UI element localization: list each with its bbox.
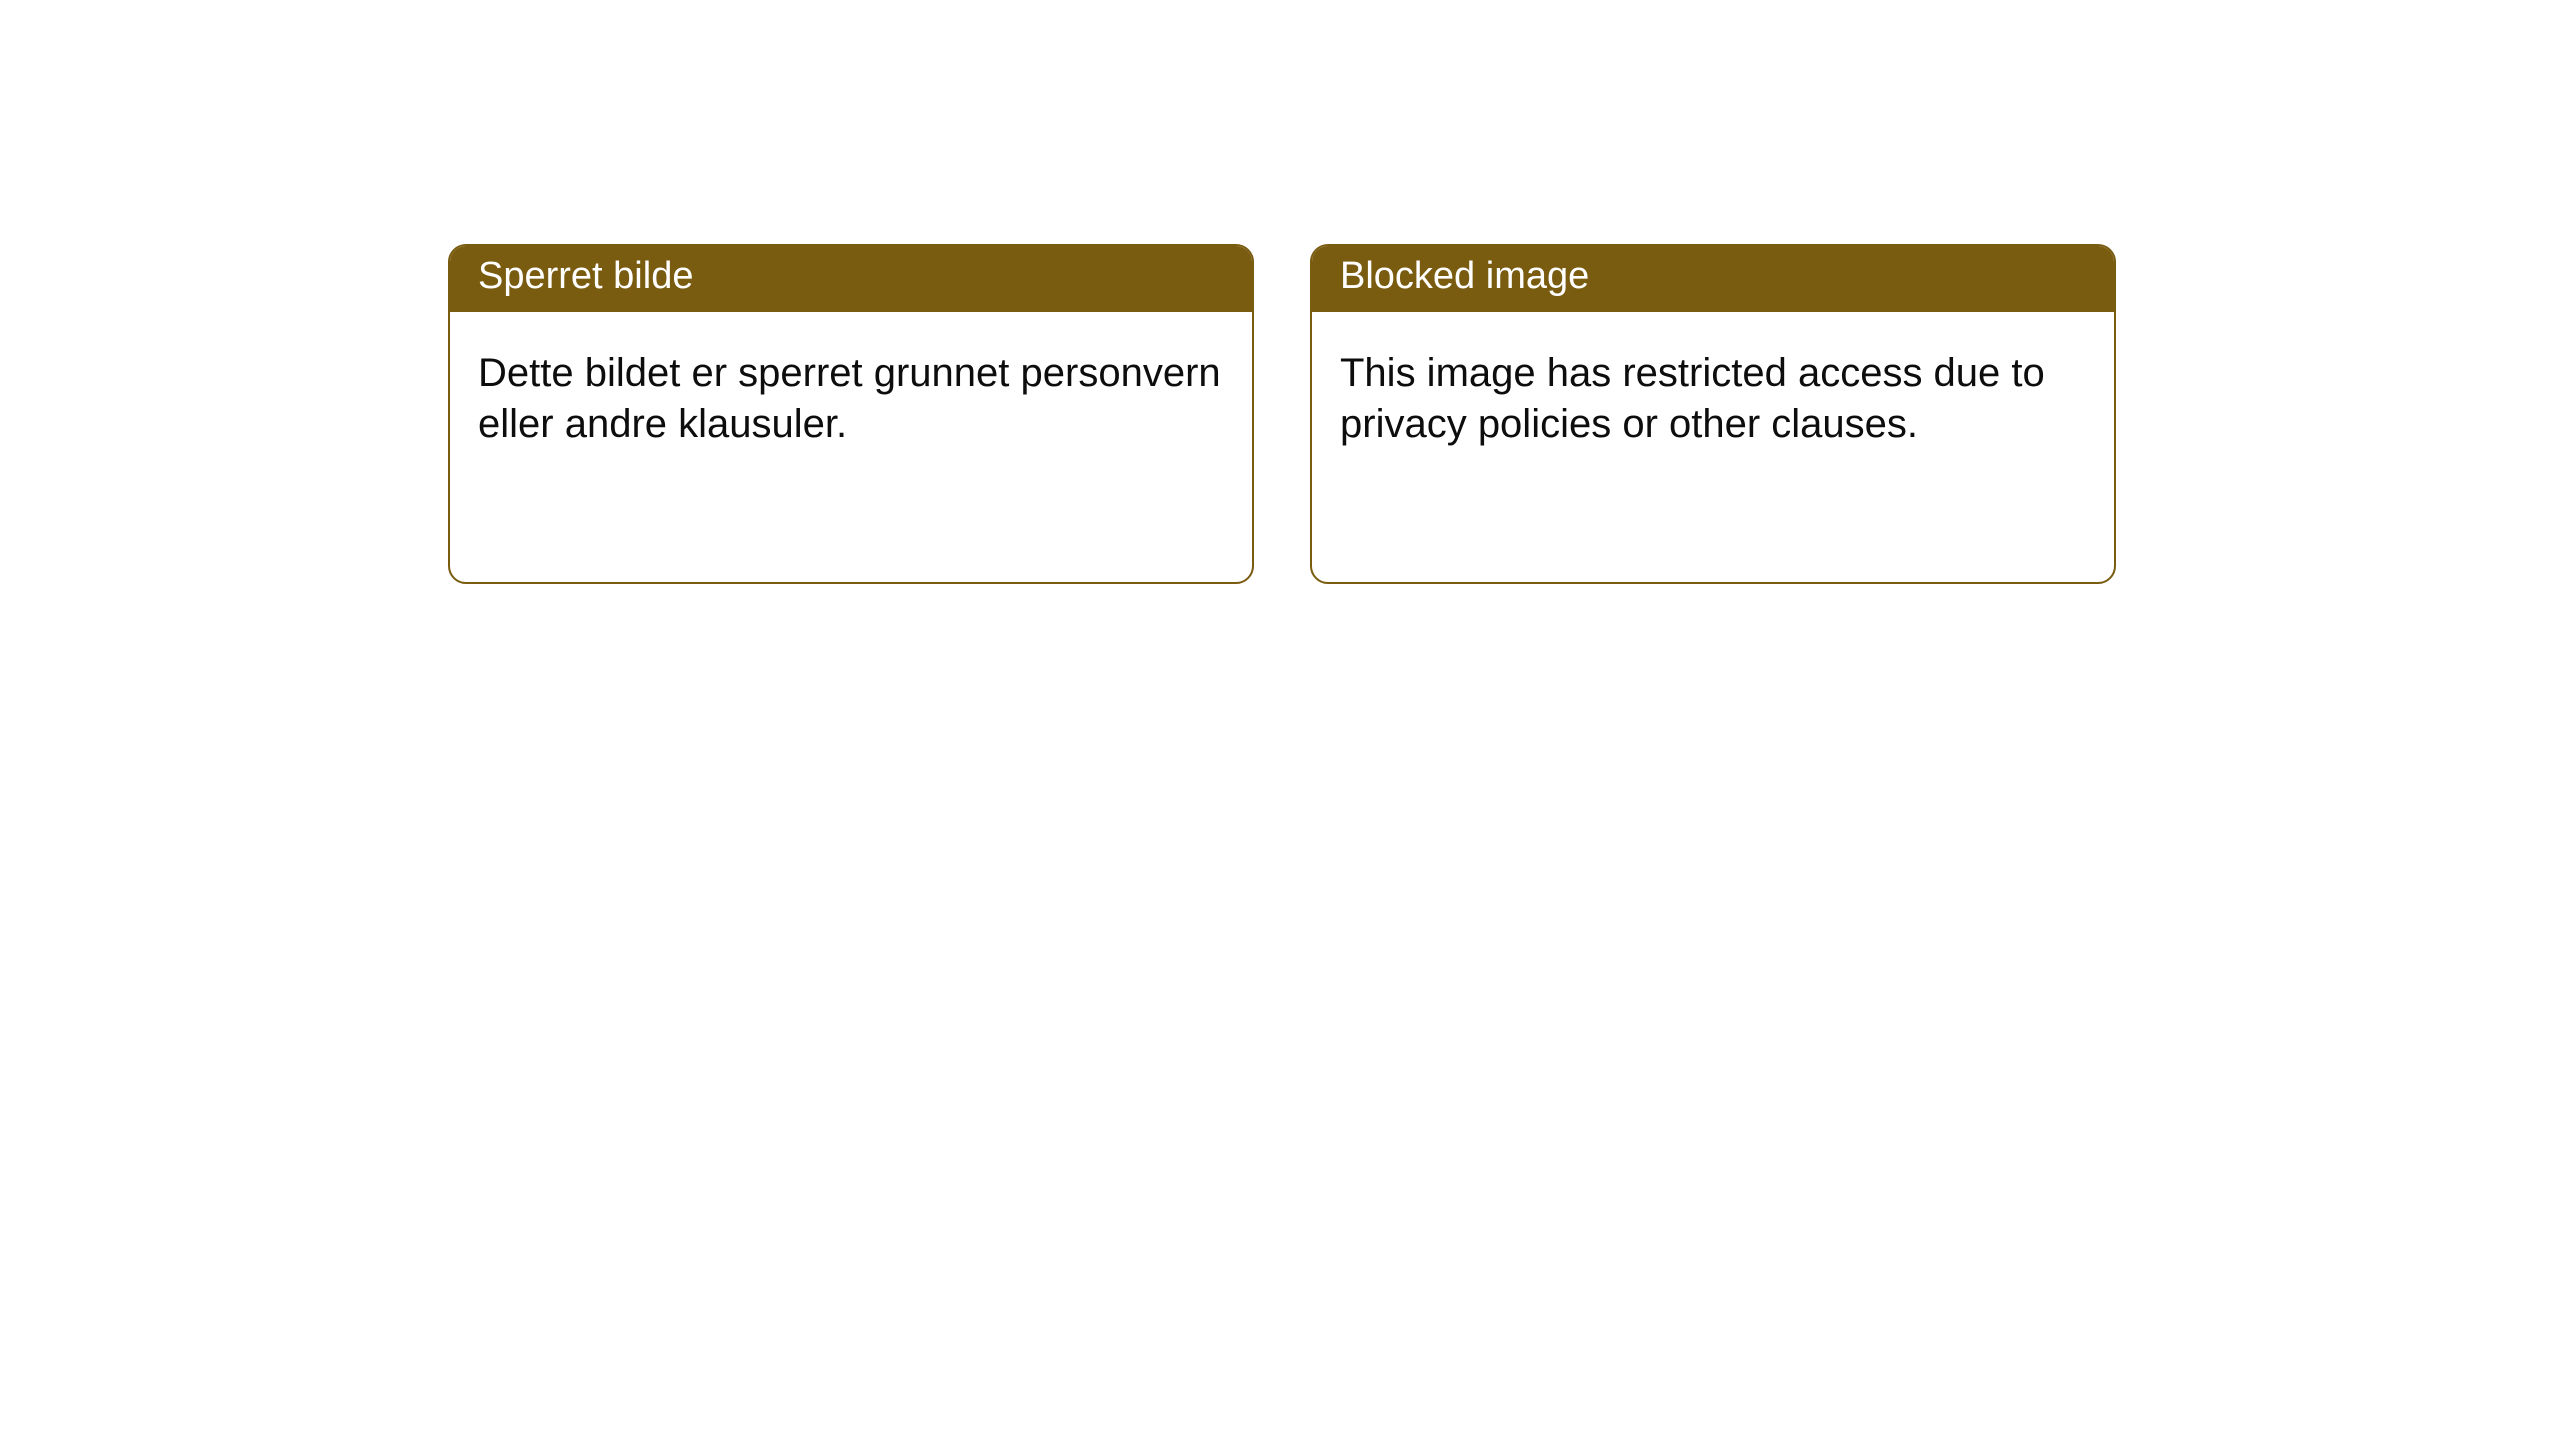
notice-body: Dette bildet er sperret grunnet personve… <box>450 312 1252 478</box>
notice-container: Sperret bilde Dette bildet er sperret gr… <box>0 0 2560 584</box>
notice-header: Sperret bilde <box>450 246 1252 312</box>
notice-body: This image has restricted access due to … <box>1312 312 2114 478</box>
notice-card-english: Blocked image This image has restricted … <box>1310 244 2116 584</box>
notice-card-norwegian: Sperret bilde Dette bildet er sperret gr… <box>448 244 1254 584</box>
notice-header: Blocked image <box>1312 246 2114 312</box>
